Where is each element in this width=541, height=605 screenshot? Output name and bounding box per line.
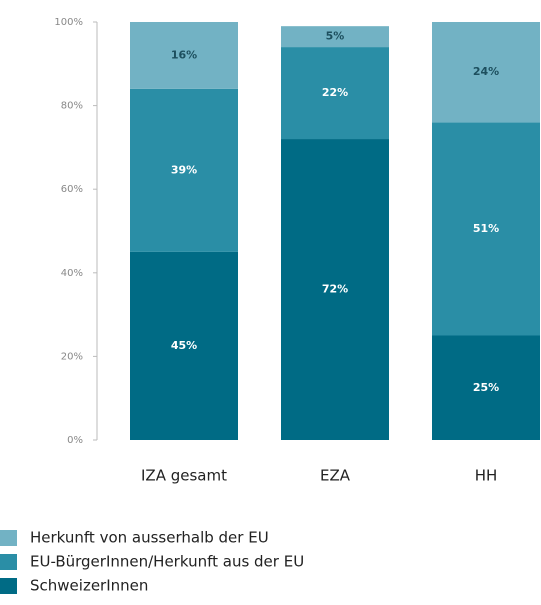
data-label: 51% xyxy=(473,222,499,235)
x-tick-label: IZA gesamt xyxy=(141,467,227,485)
x-tick-label: HH xyxy=(475,467,498,485)
y-tick-label: 100% xyxy=(54,17,83,28)
x-tick-label: EZA xyxy=(320,467,351,485)
y-tick-label: 20% xyxy=(61,351,83,362)
data-label: 22% xyxy=(322,86,348,99)
data-label: 5% xyxy=(326,30,345,43)
data-label: 45% xyxy=(171,339,197,352)
y-tick-label: 80% xyxy=(61,101,83,112)
bar-segment xyxy=(432,22,540,123)
bar-segment xyxy=(281,26,389,48)
y-tick-label: 60% xyxy=(61,184,83,195)
bar-segment xyxy=(130,251,238,440)
legend-swatch xyxy=(0,530,17,546)
bar-segment xyxy=(281,139,389,441)
bar-segment xyxy=(281,47,389,140)
data-label: 72% xyxy=(322,283,348,296)
data-label: 16% xyxy=(171,48,197,61)
legend-swatch xyxy=(0,554,17,570)
y-tick-label: 0% xyxy=(67,435,83,446)
bar-segment xyxy=(130,22,238,89)
data-label: 39% xyxy=(171,163,197,176)
y-tick-label: 40% xyxy=(61,268,83,279)
bar-segment xyxy=(432,122,540,336)
legend-swatch xyxy=(0,578,17,594)
data-label: 24% xyxy=(473,65,499,78)
bar-segment xyxy=(432,335,540,440)
legend-label: EU-BürgerInnen/Herkunft aus der EU xyxy=(30,553,304,571)
data-label: 25% xyxy=(473,381,499,394)
bar-segment xyxy=(130,88,238,252)
legend-label: SchweizerInnen xyxy=(30,577,148,595)
legend-label: Herkunft von ausserhalb der EU xyxy=(30,529,269,547)
